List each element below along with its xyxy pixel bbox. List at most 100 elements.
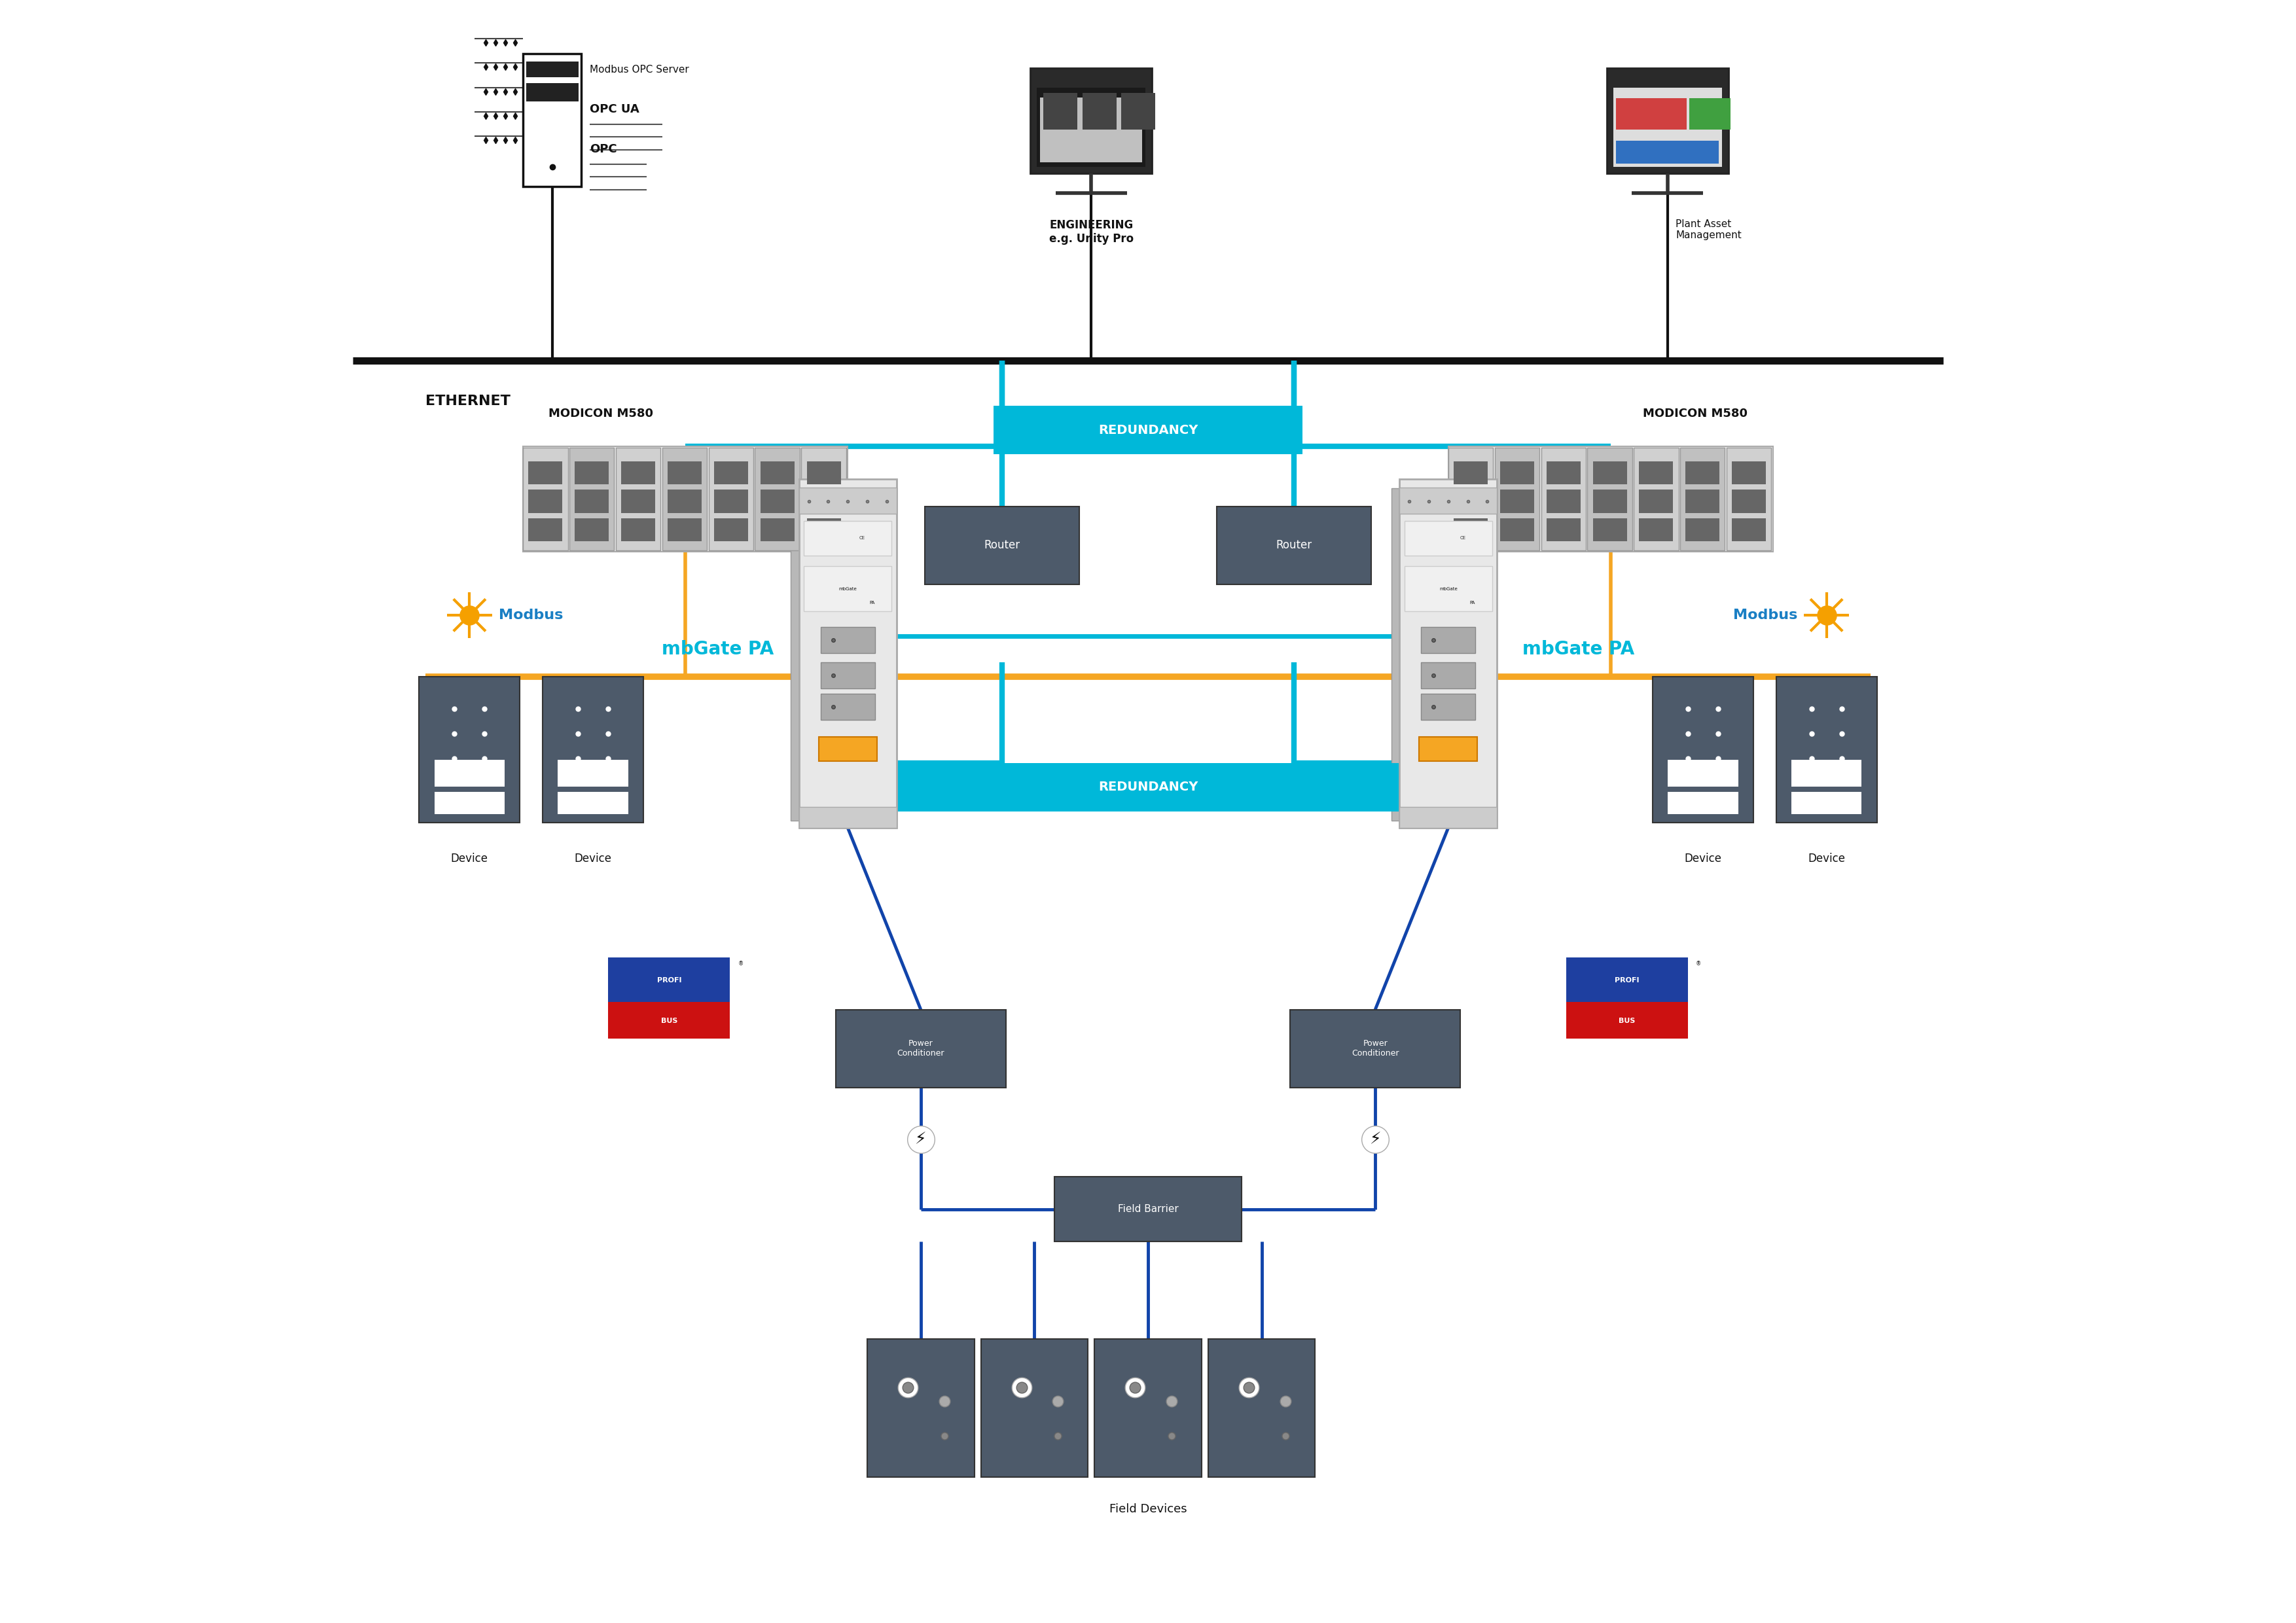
Bar: [1653, 677, 1754, 823]
Bar: [801, 448, 847, 550]
Bar: [1405, 566, 1492, 612]
Bar: [523, 446, 847, 552]
Bar: [709, 448, 753, 550]
Bar: [804, 566, 891, 612]
Text: PA: PA: [1469, 601, 1476, 605]
Bar: [1639, 490, 1674, 513]
Bar: [820, 693, 875, 719]
Bar: [622, 518, 654, 542]
Bar: [1635, 448, 1678, 550]
Text: mbGate PA: mbGate PA: [661, 639, 774, 659]
Bar: [1616, 141, 1717, 164]
Bar: [868, 1339, 974, 1477]
Bar: [806, 461, 840, 484]
Bar: [760, 518, 794, 542]
Text: MODICON M580: MODICON M580: [549, 407, 652, 420]
Bar: [1791, 792, 1862, 815]
Text: Power
Conditioner: Power Conditioner: [898, 1039, 944, 1058]
Text: ⚡: ⚡: [1368, 1131, 1380, 1147]
Bar: [1607, 68, 1729, 174]
Bar: [558, 792, 629, 815]
Bar: [574, 490, 608, 513]
Text: Router: Router: [985, 539, 1019, 552]
Bar: [1217, 506, 1371, 584]
Bar: [1681, 448, 1724, 550]
Text: Device: Device: [450, 852, 489, 865]
Bar: [542, 677, 643, 823]
Text: Field Devices: Field Devices: [1109, 1503, 1187, 1516]
Bar: [1587, 448, 1632, 550]
Bar: [799, 487, 895, 513]
Bar: [434, 792, 505, 815]
Bar: [1453, 461, 1488, 484]
Text: PROFI: PROFI: [657, 977, 682, 984]
Bar: [668, 461, 703, 484]
Text: mbGate: mbGate: [838, 588, 856, 591]
Text: Modbus: Modbus: [1733, 609, 1798, 622]
Bar: [925, 506, 1079, 584]
Bar: [1566, 958, 1688, 1001]
Bar: [1095, 1339, 1201, 1477]
Bar: [1495, 448, 1538, 550]
Text: Device: Device: [574, 852, 611, 865]
Text: mbGate: mbGate: [1440, 588, 1458, 591]
Bar: [714, 461, 748, 484]
Bar: [1639, 461, 1674, 484]
Text: Modbus: Modbus: [498, 609, 563, 622]
Bar: [1391, 489, 1497, 821]
Bar: [799, 479, 895, 828]
Bar: [1731, 461, 1766, 484]
Bar: [760, 461, 794, 484]
Bar: [806, 490, 840, 513]
Text: Power
Conditioner: Power Conditioner: [1352, 1039, 1398, 1058]
Bar: [1566, 1001, 1688, 1039]
Text: BUS: BUS: [1619, 1018, 1635, 1024]
Bar: [574, 461, 608, 484]
Bar: [1031, 68, 1153, 174]
Bar: [1667, 792, 1738, 815]
Text: Field Barrier: Field Barrier: [1118, 1204, 1178, 1214]
Bar: [1548, 490, 1580, 513]
Bar: [714, 490, 748, 513]
Text: PROFI: PROFI: [1614, 977, 1639, 984]
Bar: [755, 448, 799, 550]
Bar: [1614, 88, 1722, 167]
Text: ⚡: ⚡: [916, 1131, 928, 1147]
Bar: [1449, 448, 1492, 550]
Text: Modbus OPC Server: Modbus OPC Server: [590, 65, 689, 75]
Bar: [1685, 461, 1720, 484]
Text: OPC: OPC: [590, 143, 618, 156]
Bar: [1777, 677, 1876, 823]
Bar: [574, 518, 608, 542]
Bar: [760, 490, 794, 513]
Bar: [1731, 518, 1766, 542]
Text: Device: Device: [1807, 852, 1846, 865]
Bar: [994, 406, 1302, 454]
Bar: [1401, 487, 1497, 513]
Bar: [1593, 461, 1628, 484]
Bar: [1731, 490, 1766, 513]
Bar: [526, 62, 579, 78]
Bar: [1421, 662, 1476, 688]
Bar: [1120, 93, 1155, 130]
Bar: [1667, 760, 1738, 787]
Text: Router: Router: [1277, 539, 1311, 552]
Bar: [817, 737, 877, 761]
Text: ®: ®: [737, 961, 744, 967]
Bar: [836, 1010, 1006, 1087]
Bar: [1208, 1339, 1316, 1477]
Bar: [1453, 518, 1488, 542]
Bar: [434, 760, 505, 787]
Bar: [1548, 518, 1580, 542]
Bar: [1499, 461, 1534, 484]
Bar: [820, 662, 875, 688]
Bar: [668, 518, 703, 542]
Bar: [1593, 518, 1628, 542]
Bar: [622, 490, 654, 513]
Bar: [420, 677, 519, 823]
Text: ENGINEERING
e.g. Unity Pro: ENGINEERING e.g. Unity Pro: [1049, 219, 1134, 245]
Bar: [1040, 97, 1143, 162]
Text: REDUNDANCY: REDUNDANCY: [1097, 781, 1199, 794]
Text: REDUNDANCY: REDUNDANCY: [1097, 424, 1199, 437]
Text: BUS: BUS: [661, 1018, 677, 1024]
